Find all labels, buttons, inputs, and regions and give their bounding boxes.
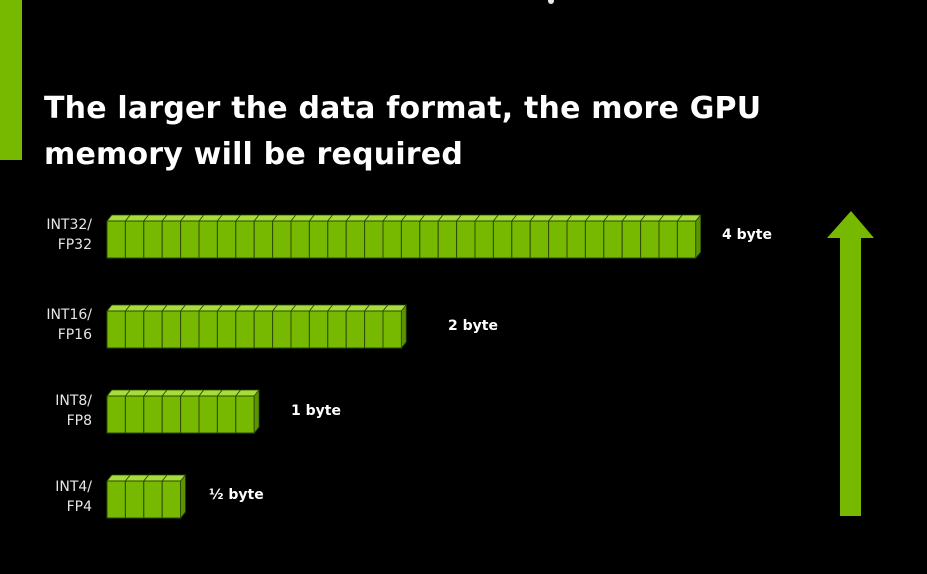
memory-block xyxy=(547,214,573,259)
memory-block xyxy=(326,214,352,259)
memory-block xyxy=(216,304,242,349)
memory-block xyxy=(290,304,316,349)
page-title: The larger the data format, the more GPU… xyxy=(44,91,762,172)
memory-block xyxy=(161,474,187,519)
memory-block xyxy=(290,214,316,259)
memory-block xyxy=(106,474,132,519)
memory-block xyxy=(106,304,132,349)
memory-block xyxy=(198,304,224,349)
memory-block xyxy=(253,214,279,259)
memory-block xyxy=(400,214,426,259)
format-label-int16-fp16: INT16/FP16 xyxy=(46,307,92,343)
memory-block xyxy=(345,214,371,259)
memory-block xyxy=(584,214,610,259)
memory-block xyxy=(271,214,297,259)
memory-block xyxy=(161,304,187,349)
memory-block xyxy=(106,389,132,434)
memory-block xyxy=(418,214,444,259)
block-row-int4-fp4 xyxy=(106,473,187,520)
memory-block xyxy=(161,214,187,259)
memory-block xyxy=(253,304,279,349)
block-row-side xyxy=(180,473,186,520)
memory-block xyxy=(510,214,536,259)
block-row-side xyxy=(253,388,260,435)
format-label-int32-fp32: INT32/FP32 xyxy=(46,217,92,253)
bytes-label-1: 1 byte xyxy=(291,403,341,419)
memory-block xyxy=(621,214,647,259)
accent-bar xyxy=(0,0,22,160)
block-row-int32-fp32 xyxy=(106,213,702,260)
format-label-int4-fp4: INT4/FP4 xyxy=(55,479,92,515)
memory-block xyxy=(124,304,150,349)
memory-block xyxy=(363,214,389,259)
memory-block xyxy=(639,214,665,259)
memory-block xyxy=(455,214,481,259)
memory-block xyxy=(382,214,408,259)
format-label-int8-fp8: INT8/FP8 xyxy=(55,393,92,429)
block-row-int16-fp16 xyxy=(106,303,408,350)
memory-block xyxy=(382,304,408,349)
bytes-label-4: 4 byte xyxy=(722,227,772,243)
up-arrow-icon xyxy=(827,211,874,516)
memory-block xyxy=(179,214,205,259)
memory-block xyxy=(271,304,297,349)
memory-block xyxy=(124,214,150,259)
memory-block xyxy=(234,389,260,434)
bytes-label-2: 2 byte xyxy=(448,318,498,334)
top-mark xyxy=(548,0,554,4)
block-row-int8-fp8 xyxy=(106,388,260,435)
memory-block xyxy=(234,214,260,259)
block-row-side xyxy=(695,213,701,260)
memory-block xyxy=(234,304,260,349)
memory-block xyxy=(326,304,352,349)
block-row-side xyxy=(400,303,407,350)
bytes-label-half: ½ byte xyxy=(209,487,264,503)
